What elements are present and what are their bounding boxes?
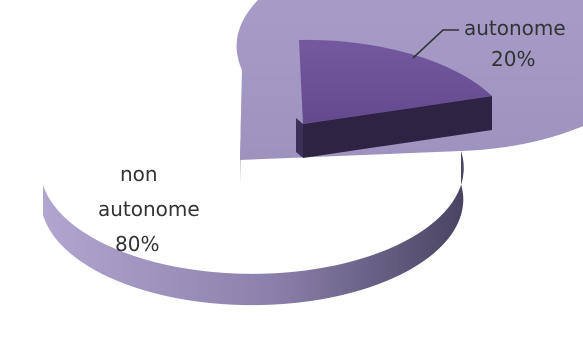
label-autonome-value: 20%	[491, 47, 535, 71]
slice-non-autonome-side	[43, 151, 464, 306]
label-non-autonome: non autonome 80%	[98, 162, 206, 256]
slice-autonome-top	[299, 39, 492, 124]
slice-autonome	[296, 39, 492, 158]
label-autonome-line-1: autonome	[464, 16, 566, 40]
label-non-autonome-value: 80%	[115, 232, 159, 256]
label-non-autonome-line-2: autonome	[98, 197, 200, 221]
label-autonome: autonome 20%	[464, 16, 572, 71]
slice-autonome-side	[303, 96, 492, 158]
slice-autonome-front	[296, 118, 303, 158]
leader-line	[412, 29, 459, 59]
label-non-autonome-line-1: non	[120, 162, 158, 186]
